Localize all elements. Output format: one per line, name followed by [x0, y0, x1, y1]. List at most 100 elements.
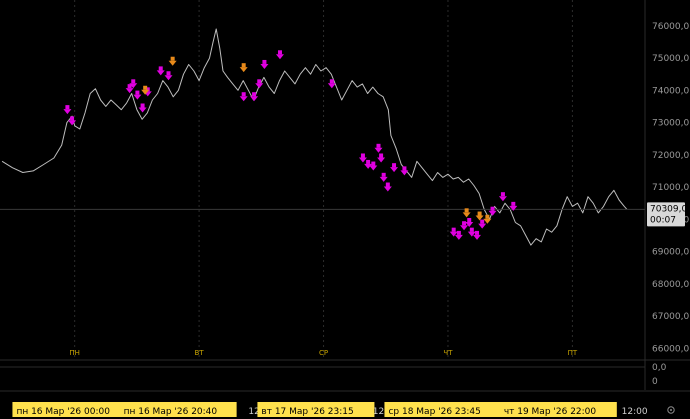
last-price-value: 70309,0 [650, 204, 687, 214]
signal-arrow-magenta [400, 166, 409, 176]
signal-arrow-magenta-stem [65, 105, 70, 110]
last-price-box [647, 202, 685, 227]
signal-arrow-magenta [250, 92, 259, 102]
signal-arrow-magenta-head [369, 165, 378, 171]
signal-arrow-magenta [383, 182, 392, 192]
signal-arrow-magenta-stem [381, 172, 386, 177]
signal-arrow-magenta [498, 192, 507, 202]
signal-arrow-magenta-head [454, 234, 463, 240]
signal-arrow-magenta-head [374, 147, 383, 153]
signal-arrow-magenta-head [250, 96, 259, 102]
signal-arrow-magenta-stem [379, 153, 384, 158]
signal-arrow-magenta-head [260, 63, 269, 69]
signal-arrow-magenta-head [449, 231, 458, 237]
signal-arrow-magenta-head [467, 231, 476, 237]
signal-arrow-magenta [467, 227, 476, 237]
signal-arrow-orange-head [141, 89, 150, 95]
signal-arrow-magenta [358, 153, 367, 163]
signal-arrow-magenta [465, 217, 474, 227]
signal-arrow-magenta-stem [469, 227, 474, 232]
signal-arrow-orange-stem [485, 214, 490, 219]
signal-arrow-magenta-stem [392, 163, 397, 168]
signal-arrow-magenta-stem [402, 166, 407, 171]
signal-arrow-magenta-head [460, 225, 469, 231]
signal-arrow-magenta [260, 59, 269, 69]
signal-arrow-magenta-stem [360, 153, 365, 158]
signal-arrow-magenta-stem [158, 66, 163, 71]
signal-arrow-magenta-stem [241, 92, 246, 97]
signal-arrow-orange-head [168, 60, 177, 66]
signal-arrow-orange [475, 211, 484, 221]
signal-arrow-orange [141, 85, 150, 95]
signal-arrow-magenta [156, 66, 165, 76]
price-tick-label: 72000,0 [652, 151, 689, 161]
countdown-timer: 00:07 [650, 215, 676, 225]
signal-arrow-magenta-stem [376, 143, 381, 148]
signal-arrow-magenta-stem [166, 71, 171, 76]
price-tick-label: 67000,0 [652, 312, 689, 322]
signal-arrow-magenta-stem [70, 116, 75, 121]
signal-arrow-magenta-stem [252, 92, 257, 97]
signal-arrow-magenta-head [275, 54, 284, 60]
signal-arrow-magenta [488, 206, 497, 216]
signal-arrow-magenta [129, 79, 138, 89]
signal-arrow-magenta-stem [277, 50, 282, 55]
signal-arrow-magenta [460, 221, 469, 231]
date-label-text: пн 16 Мар '26 00:00 [16, 407, 110, 417]
signal-arrow-magenta-head [379, 176, 388, 182]
day-label: СР [319, 349, 328, 357]
signal-arrow-magenta-stem [480, 219, 485, 224]
signal-arrow-orange [483, 214, 492, 224]
signal-arrow-magenta-stem [131, 79, 136, 84]
signal-arrow-magenta [255, 79, 264, 89]
signal-arrow-magenta-head [133, 94, 142, 100]
signal-arrow-magenta-head [478, 223, 487, 229]
signal-arrow-magenta [275, 50, 284, 60]
signal-arrow-magenta [63, 105, 72, 115]
signal-arrow-orange-stem [241, 63, 246, 68]
price-tick-label: 73000,0 [652, 119, 689, 129]
signal-arrow-magenta-head [390, 167, 399, 173]
signal-arrow-magenta-stem [500, 192, 505, 197]
signal-arrow-magenta-head [239, 96, 248, 102]
signal-arrow-magenta [364, 159, 373, 169]
signal-arrow-magenta-stem [257, 79, 262, 84]
price-series [0, 28, 645, 246]
date-label-text: чт 19 Мар '26 22:00 [504, 407, 597, 417]
signal-arrow-magenta [478, 219, 487, 229]
signal-arrow-magenta-head [498, 196, 507, 202]
signal-arrow-magenta [68, 116, 77, 126]
signal-arrow-magenta-head [156, 70, 165, 76]
indicator-tick-label: 0,0 [652, 363, 667, 373]
signal-arrow-orange-stem [170, 56, 175, 61]
signal-arrow-magenta [473, 230, 482, 240]
signal-arrow-magenta-head [129, 83, 138, 89]
price-tick-label: 68000,0 [652, 280, 689, 290]
signal-arrow-magenta [454, 230, 463, 240]
signal-arrow-magenta [138, 103, 147, 113]
signal-arrow-magenta [239, 92, 248, 102]
signal-arrow-magenta [164, 71, 173, 81]
signal-arrow-magenta-head [377, 157, 386, 163]
signal-arrow-magenta-stem [385, 182, 390, 187]
signal-arrow-magenta-stem [366, 159, 371, 164]
signal-arrow-magenta [379, 172, 388, 182]
signal-arrow-magenta [449, 227, 458, 237]
signal-arrow-magenta-head [68, 120, 77, 126]
signal-arrow-orange-stem [464, 208, 469, 213]
signal-arrow-magenta [369, 161, 378, 171]
price-tick-label: 76000,0 [652, 22, 689, 32]
signal-arrow-magenta-stem [135, 90, 140, 95]
day-label: ЧТ [443, 349, 453, 357]
settings-icon[interactable] [667, 406, 675, 414]
signal-arrow-magenta-head [473, 234, 482, 240]
signal-arrow-magenta-head [509, 205, 518, 211]
signal-arrow-magenta-stem [475, 230, 480, 235]
signal-arrow-magenta-head [358, 157, 367, 163]
day-label: ПН [69, 349, 80, 357]
signal-arrow-magenta-stem [451, 227, 456, 232]
signal-arrow-magenta [125, 84, 134, 94]
signal-arrow-orange [168, 56, 177, 66]
